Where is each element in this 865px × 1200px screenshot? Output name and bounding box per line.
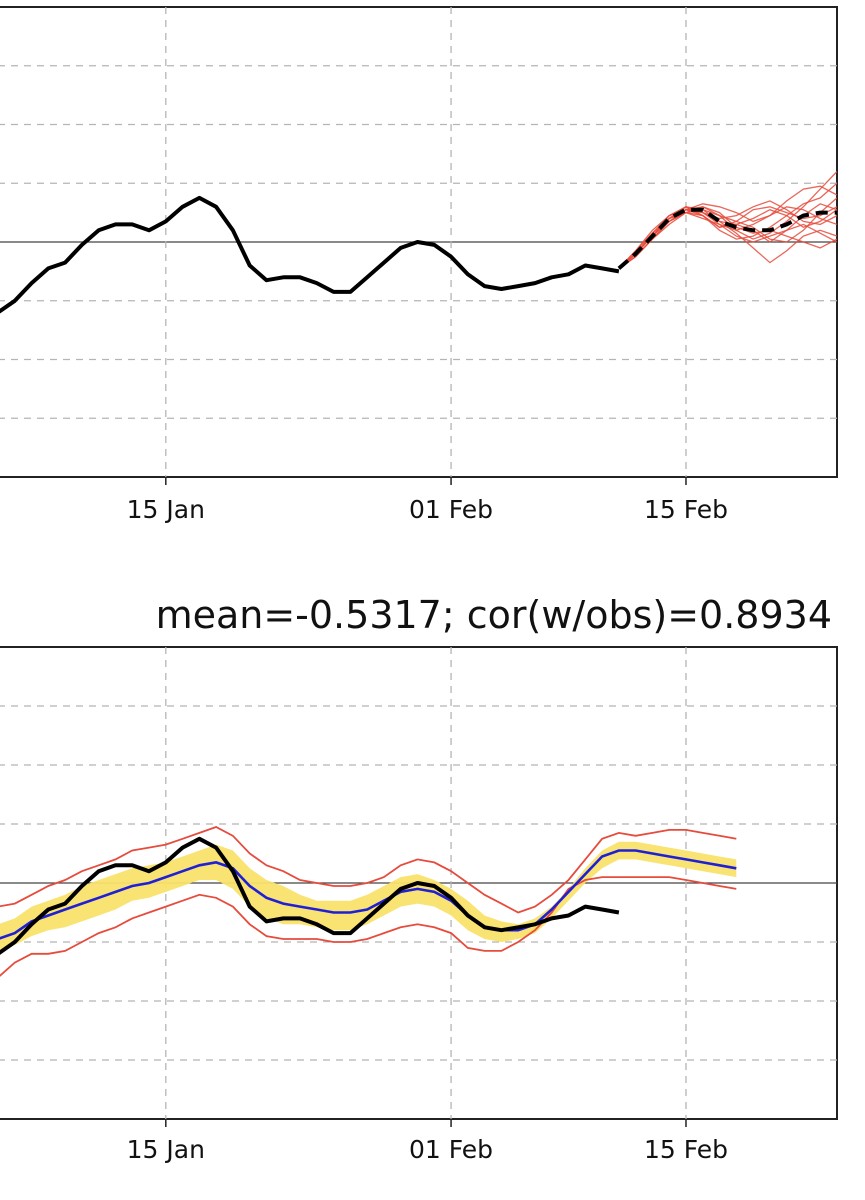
envelope-lower-line — [0, 876, 737, 977]
ensemble-member-line-11 — [618, 200, 837, 269]
panel-top: 15 Jan 01 Feb 15 Feb — [0, 6, 838, 524]
top-x-tick-labels: 15 Jan 01 Feb 15 Feb — [127, 495, 728, 524]
bottom-tick-label-0: 15 Jan — [127, 1135, 205, 1164]
top-tick-label-1: 01 Feb — [409, 495, 493, 524]
observed-line — [0, 836, 620, 955]
panel-bottom: mean=-0.5317; cor(w/obs)=0.8934 15 Jan 0… — [0, 593, 838, 1164]
ensemble-mean-line — [617, 207, 837, 270]
top-x-ticks — [165, 477, 687, 485]
bottom-chart-title: mean=-0.5317; cor(w/obs)=0.8934 — [156, 593, 832, 637]
bottom-tick-label-2: 15 Feb — [644, 1135, 728, 1164]
top-tick-label-2: 15 Feb — [644, 495, 728, 524]
ensemble-member-line-9 — [618, 206, 837, 269]
bottom-series — [0, 826, 737, 977]
observed-line — [0, 195, 620, 314]
bottom-x-tick-labels: 15 Jan 01 Feb 15 Feb — [127, 1135, 728, 1164]
top-series — [0, 171, 837, 314]
top-tick-label-0: 15 Jan — [127, 495, 205, 524]
ensemble-member-line-8 — [618, 206, 837, 269]
bottom-tick-label-1: 01 Feb — [409, 1135, 493, 1164]
ensemble-mean-line — [0, 849, 737, 940]
bottom-x-ticks — [165, 1119, 687, 1127]
ensemble-member-line-6 — [618, 182, 837, 269]
envelope-upper-line — [0, 826, 737, 914]
